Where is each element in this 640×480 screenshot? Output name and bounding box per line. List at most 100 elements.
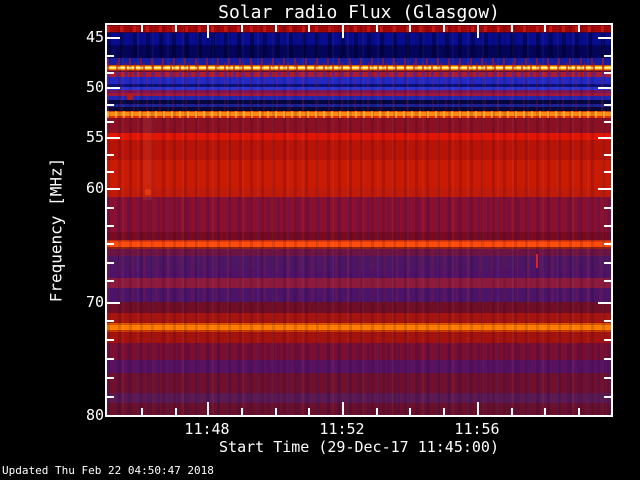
y-tick-mark — [604, 104, 611, 106]
y-tick-mark — [107, 154, 114, 156]
noise-overlay — [107, 58, 611, 67]
noise-overlay — [107, 77, 611, 111]
y-tick-mark — [598, 87, 611, 89]
y-tick-mark — [107, 37, 120, 39]
x-tick-label: 11:48 — [184, 420, 230, 438]
x-tick-mark — [578, 25, 580, 32]
y-tick-mark — [107, 225, 114, 227]
x-tick-mark — [511, 408, 513, 415]
y-tick-mark — [107, 302, 120, 304]
y-tick-mark — [604, 320, 611, 322]
noise-overlays — [107, 25, 611, 415]
y-tick-mark — [604, 121, 611, 123]
y-tick-mark — [604, 171, 611, 173]
burst-features — [107, 25, 611, 415]
burst-feature — [145, 189, 151, 195]
y-tick-mark — [604, 358, 611, 360]
y-tick-label: 50 — [85, 78, 104, 96]
y-tick-mark — [604, 72, 611, 74]
y-tick-mark — [107, 377, 114, 379]
x-tick-mark — [409, 408, 411, 415]
y-tick-label: 60 — [85, 179, 104, 197]
noise-overlay — [107, 26, 611, 32]
y-tick-mark — [107, 87, 120, 89]
x-tick-mark — [241, 25, 243, 32]
plot-area — [105, 23, 613, 417]
axis-ticks — [107, 25, 611, 417]
y-tick-mark — [604, 280, 611, 282]
x-tick-mark — [175, 25, 177, 32]
y-tick-mark — [107, 243, 114, 245]
noise-overlay — [107, 72, 611, 77]
y-tick-mark — [598, 137, 611, 139]
x-tick-mark — [342, 25, 344, 38]
y-tick-mark — [598, 302, 611, 304]
y-tick-label: 45 — [85, 28, 104, 46]
x-tick-mark — [544, 408, 546, 415]
noise-overlay — [107, 197, 611, 240]
y-tick-mark — [107, 137, 120, 139]
noise-overlay — [107, 249, 611, 302]
y-tick-mark — [107, 72, 114, 74]
y-tick-mark — [107, 339, 114, 341]
noise-overlay — [107, 25, 611, 415]
y-tick-mark — [107, 104, 114, 106]
y-tick-label: 70 — [85, 293, 104, 311]
y-tick-mark — [107, 188, 120, 190]
y-tick-mark — [107, 320, 114, 322]
x-tick-mark — [141, 408, 143, 415]
burst-feature — [127, 93, 133, 100]
y-tick-mark — [107, 171, 114, 173]
y-tick-mark — [107, 396, 114, 398]
x-tick-mark — [511, 25, 513, 32]
x-tick-mark — [409, 25, 411, 32]
y-tick-mark — [107, 415, 120, 417]
burst-feature — [143, 115, 152, 200]
y-tick-mark — [604, 55, 611, 57]
noise-overlay — [107, 111, 611, 118]
noise-overlay — [107, 25, 611, 415]
x-tick-mark — [275, 25, 277, 32]
y-tick-mark — [604, 396, 611, 398]
noise-overlay — [107, 343, 611, 415]
y-tick-mark — [598, 37, 611, 39]
y-tick-mark — [604, 262, 611, 264]
y-tick-mark — [107, 262, 114, 264]
x-tick-label: 11:56 — [454, 420, 500, 438]
y-tick-mark — [598, 415, 611, 417]
x-tick-mark — [578, 408, 580, 415]
x-tick-mark — [376, 408, 378, 415]
x-tick-mark — [477, 402, 479, 415]
noise-overlay — [107, 63, 611, 73]
x-tick-mark — [207, 25, 209, 38]
chart-title: Solar radio Flux (Glasgow) — [218, 2, 500, 23]
y-tick-label: 80 — [85, 406, 104, 424]
burst-feature — [536, 254, 538, 268]
y-tick-mark — [598, 188, 611, 190]
x-tick-mark — [275, 408, 277, 415]
y-tick-mark — [107, 280, 114, 282]
x-axis-title: Start Time (29-Dec-17 11:45:00) — [219, 438, 499, 456]
y-tick-mark — [604, 377, 611, 379]
x-tick-mark — [308, 25, 310, 32]
y-tick-mark — [604, 225, 611, 227]
spectrogram-image — [107, 25, 611, 415]
y-tick-mark — [107, 207, 114, 209]
x-tick-mark — [477, 25, 479, 38]
x-tick-mark — [376, 25, 378, 32]
x-tick-mark — [342, 402, 344, 415]
x-tick-label: 11:52 — [319, 420, 365, 438]
x-tick-mark — [443, 25, 445, 32]
y-tick-mark — [604, 243, 611, 245]
y-tick-mark — [107, 55, 114, 57]
x-tick-mark — [207, 402, 209, 415]
y-tick-mark — [604, 154, 611, 156]
x-tick-mark — [308, 408, 310, 415]
y-tick-mark — [604, 339, 611, 341]
y-tick-mark — [107, 358, 114, 360]
x-tick-mark — [241, 408, 243, 415]
y-tick-mark — [604, 207, 611, 209]
x-tick-mark — [141, 25, 143, 32]
y-tick-label: 55 — [85, 128, 104, 146]
